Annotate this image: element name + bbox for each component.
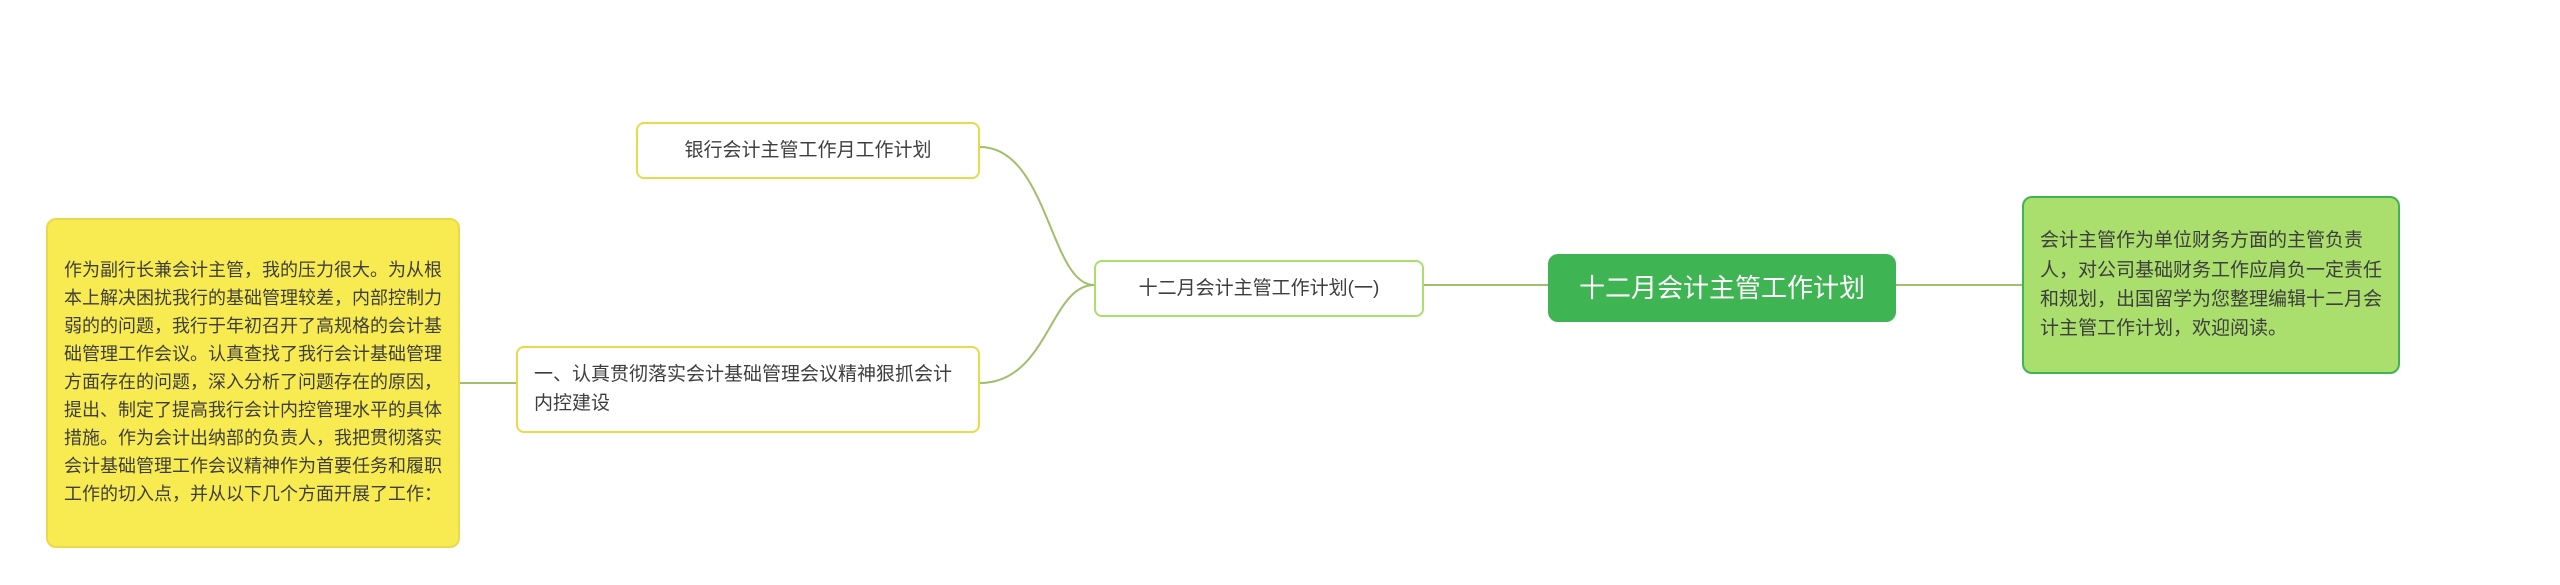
bank-plan-node[interactable]: 银行会计主管工作月工作计划 xyxy=(636,122,980,179)
plan-one-node[interactable]: 十二月会计主管工作计划(一) xyxy=(1094,260,1424,317)
detail-paragraph-node[interactable]: 作为副行长兼会计主管，我的压力很大。为从根本上解决困扰我行的基础管理较差，内部控… xyxy=(46,218,460,548)
section-one-node[interactable]: 一、认真贯彻落实会计基础管理会议精神狠抓会计内控建设 xyxy=(516,346,980,433)
connector-plan1_left_down xyxy=(980,285,1094,383)
right-description-text: 会计主管作为单位财务方面的主管负责人，对公司基础财务工作应肩负一定责任和规划，出… xyxy=(2040,226,2382,344)
root-node-text: 十二月会计主管工作计划 xyxy=(1579,268,1865,308)
root-node[interactable]: 十二月会计主管工作计划 xyxy=(1548,254,1896,322)
right-description-node[interactable]: 会计主管作为单位财务方面的主管负责人，对公司基础财务工作应肩负一定责任和规划，出… xyxy=(2022,196,2400,374)
detail-paragraph-text: 作为副行长兼会计主管，我的压力很大。为从根本上解决困扰我行的基础管理较差，内部控… xyxy=(64,257,442,508)
section-one-text: 一、认真贯彻落实会计基础管理会议精神狠抓会计内控建设 xyxy=(534,360,962,419)
plan-one-text: 十二月会计主管工作计划(一) xyxy=(1139,274,1380,303)
bank-plan-text: 银行会计主管工作月工作计划 xyxy=(684,136,931,165)
connector-plan1_left_up xyxy=(980,147,1094,285)
